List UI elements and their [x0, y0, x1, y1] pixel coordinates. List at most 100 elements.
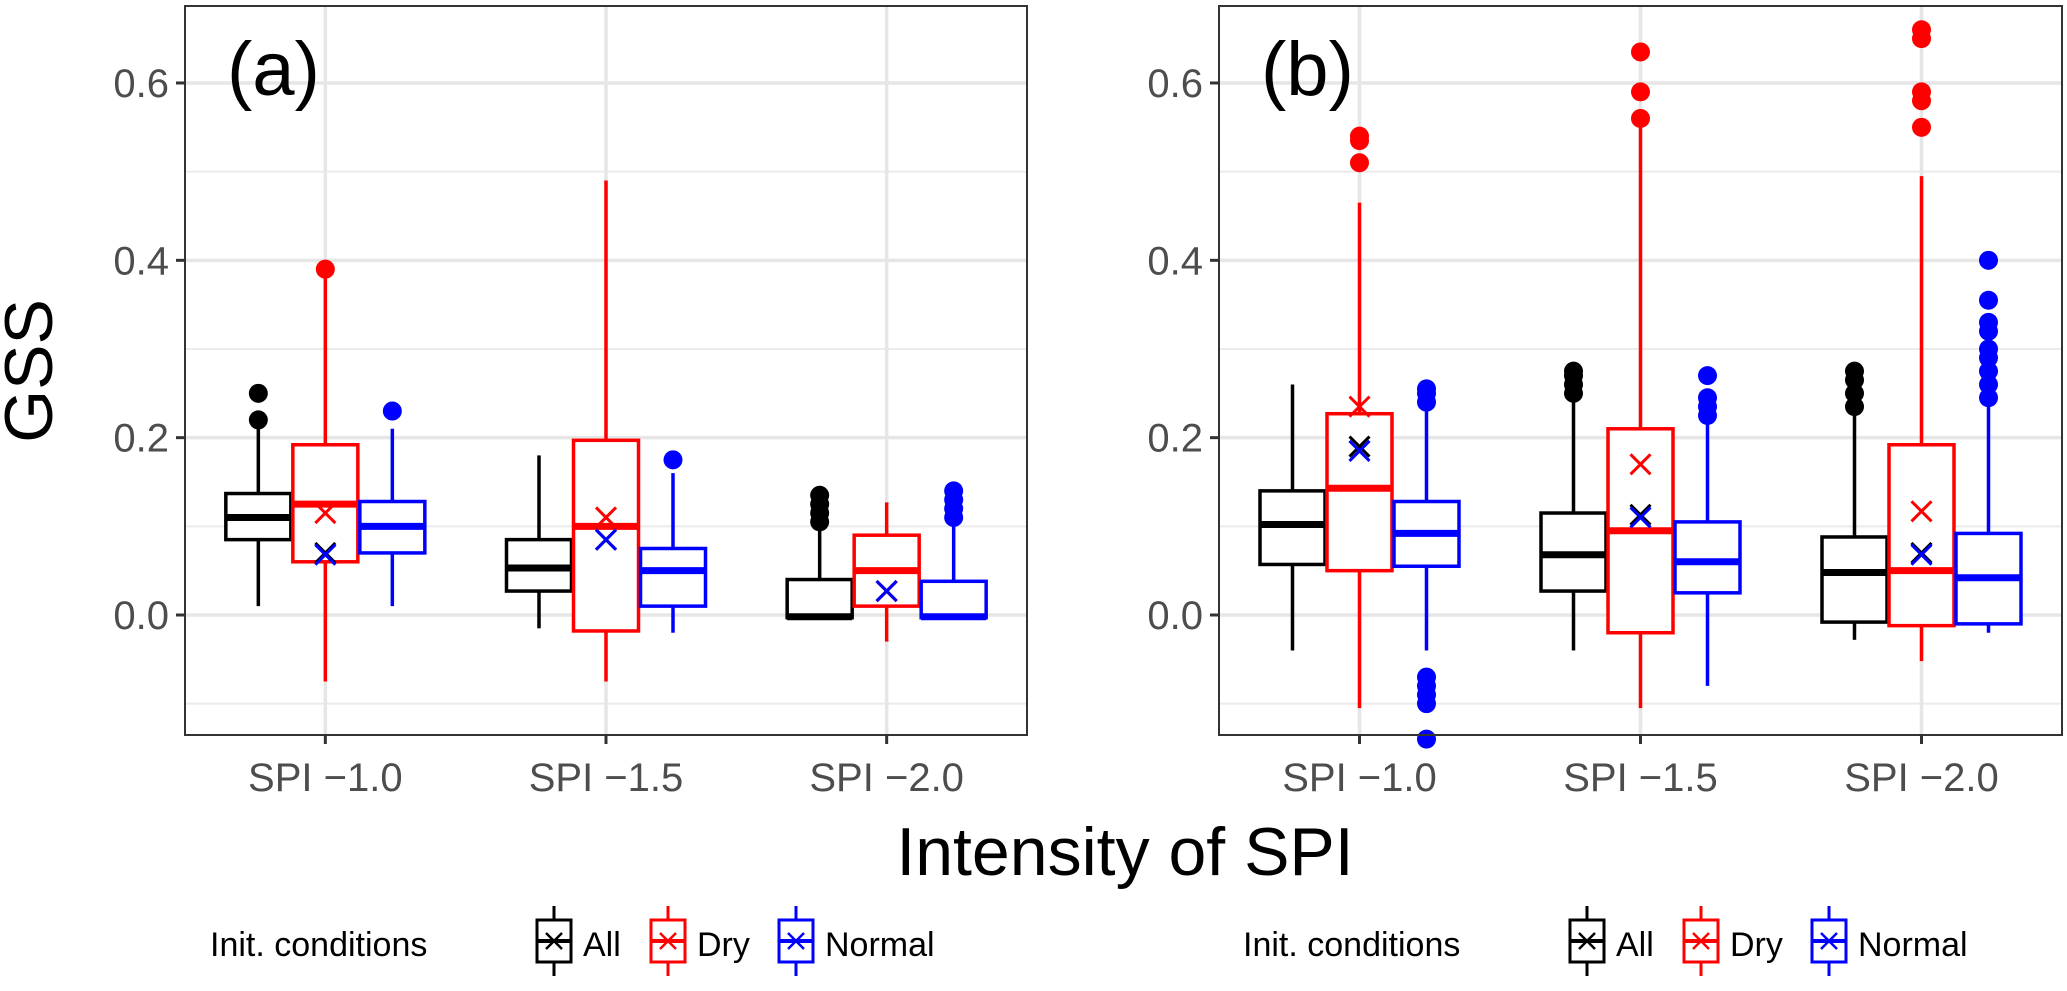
- mean-x-stroke: [1348, 439, 1371, 463]
- outlier-point: [663, 450, 683, 470]
- outlier-point: [1979, 290, 1998, 310]
- x-tick-label: SPI −1.5: [529, 756, 684, 800]
- legend-label-all: All: [1616, 926, 1654, 964]
- mean-x-stroke: [594, 506, 618, 529]
- x-axis-b: SPI −1.0 SPI −1.5 SPI −2.0: [1282, 735, 1999, 800]
- box-dry: [291, 259, 360, 682]
- legend-a: Init. conditions All Dry Normal: [210, 906, 935, 976]
- legend-label-normal: Normal: [825, 926, 935, 964]
- mean-x-stroke: [1629, 453, 1652, 476]
- y-axis-title: GSS: [0, 299, 67, 443]
- box-all: [224, 383, 293, 607]
- mean-marker-all: [1629, 503, 1652, 526]
- outlier-point: [248, 383, 268, 403]
- legend-label-all: All: [583, 926, 621, 964]
- x-tick-label: SPI −1.0: [1282, 756, 1437, 800]
- outlier-point: [1979, 339, 1998, 359]
- y-tick-label: 0.6: [113, 62, 169, 106]
- legend-key-all: [535, 906, 573, 976]
- mean-marker-dry: [1910, 500, 1933, 523]
- box-all: [785, 485, 854, 621]
- x-axis-a: SPI −1.0 SPI −1.5 SPI −2.0: [248, 735, 964, 800]
- box-dry: [1325, 126, 1394, 709]
- box-iqr: [1673, 520, 1742, 595]
- mean-marker-normal: [875, 579, 898, 603]
- box-normal: [1954, 250, 2023, 633]
- outlier-point: [1417, 379, 1436, 399]
- legend-label-dry: Dry: [697, 926, 750, 964]
- outlier-point: [315, 259, 335, 279]
- legend-mean-x: [1578, 932, 1596, 950]
- mean-marker-dry: [1348, 395, 1371, 418]
- legend-key-dry: [1682, 906, 1720, 976]
- mean-x-stroke: [1629, 503, 1652, 526]
- mean-marker-all: [1348, 435, 1371, 458]
- outlier-point: [1631, 108, 1650, 128]
- box-all: [1539, 361, 1608, 651]
- y-tick-label: 0.4: [1147, 239, 1203, 283]
- box-iqr: [1820, 535, 1889, 624]
- y-tick-label: 0.6: [1147, 62, 1203, 106]
- legend-mean-x: [1820, 932, 1838, 950]
- outlier-point: [1698, 366, 1717, 386]
- legend-label-normal: Normal: [1858, 926, 1968, 964]
- box-dry: [1606, 42, 1675, 709]
- box-dry: [1887, 20, 1956, 662]
- x-tick-label: SPI −1.5: [1563, 756, 1718, 800]
- x-axis-title: Intensity of SPI: [896, 814, 1353, 890]
- mean-x-stroke: [314, 501, 337, 525]
- outlier-point: [1979, 250, 1998, 270]
- panel-b: 0.0 0.2 0.4 0.6 SPI −1.0 SPI −1.5 SPI −2.0 (b…: [1147, 5, 2063, 800]
- mean-marker-normal: [1348, 439, 1371, 463]
- box-dry: [852, 502, 921, 642]
- box-iqr: [919, 579, 988, 620]
- box-normal: [919, 481, 988, 621]
- legend-title: Init. conditions: [210, 926, 427, 964]
- box-iqr: [571, 438, 641, 633]
- box-normal: [638, 450, 708, 633]
- x-tick-label: SPI −1.0: [248, 756, 403, 800]
- outlier-point: [1350, 153, 1369, 173]
- mean-marker-normal: [594, 528, 618, 551]
- outlier-point: [1979, 388, 1998, 408]
- legend-b: Init. conditions All Dry Normal: [1243, 906, 1968, 976]
- box-iqr: [638, 546, 708, 608]
- mean-x-stroke: [1348, 435, 1371, 458]
- panel-label-a: (a): [227, 27, 320, 112]
- mean-marker-normal: [1910, 543, 1933, 566]
- y-axis-b: 0.0 0.2 0.4 0.6: [1147, 62, 1219, 638]
- legend-key-dry: [649, 906, 687, 976]
- outlier-point: [1912, 82, 1931, 102]
- legend-title: Init. conditions: [1243, 926, 1460, 964]
- outlier-point: [810, 485, 830, 505]
- outlier-point: [944, 481, 964, 501]
- legend-mean-x: [1692, 932, 1710, 950]
- box-dry: [571, 180, 641, 682]
- box-normal: [1392, 379, 1461, 749]
- mean-x-stroke: [314, 543, 337, 566]
- mean-marker-dry: [1629, 453, 1652, 476]
- outlier-point: [1631, 82, 1650, 102]
- legend-key-normal: [1810, 906, 1848, 976]
- boxplots-b: [1258, 20, 2023, 749]
- mean-x-stroke: [1910, 543, 1933, 566]
- box-normal: [358, 401, 427, 607]
- y-tick-label: 0.2: [1147, 417, 1203, 461]
- mean-x-stroke: [875, 579, 898, 603]
- x-tick-label: SPI −2.0: [809, 756, 964, 800]
- box-all: [1258, 384, 1327, 651]
- outlier-point: [1350, 126, 1369, 146]
- box-normal: [1673, 366, 1742, 686]
- outlier-point: [1845, 397, 1864, 417]
- outlier-point: [382, 401, 402, 421]
- mean-x-stroke: [1348, 395, 1371, 418]
- legend-key-all: [1568, 906, 1606, 976]
- outlier-point: [1698, 388, 1717, 408]
- y-tick-label: 0.2: [113, 417, 169, 461]
- y-tick-label: 0.4: [113, 239, 169, 283]
- box-iqr: [1325, 411, 1394, 573]
- y-axis-a: 0.0 0.2 0.4 0.6: [113, 62, 185, 638]
- outlier-point: [1564, 361, 1583, 381]
- y-tick-label: 0.0: [113, 594, 169, 638]
